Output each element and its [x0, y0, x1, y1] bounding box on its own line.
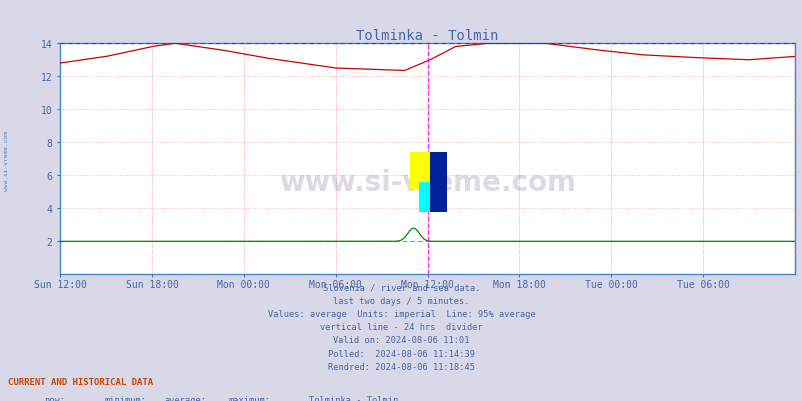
Text: Rendred: 2024-08-06 11:18:45: Rendred: 2024-08-06 11:18:45 [327, 362, 475, 371]
Text: vertical line - 24 hrs  divider: vertical line - 24 hrs divider [320, 322, 482, 331]
Text: www.si-vreme.com: www.si-vreme.com [279, 168, 575, 196]
Text: minimum:: minimum: [104, 395, 146, 401]
Text: Valid on: 2024-08-06 11:01: Valid on: 2024-08-06 11:01 [333, 336, 469, 344]
Text: CURRENT AND HISTORICAL DATA: CURRENT AND HISTORICAL DATA [8, 377, 153, 386]
Text: maximum:: maximum: [229, 395, 270, 401]
Bar [418, 182, 436, 212]
Bar [430, 153, 446, 212]
Text: Slovenia / river and sea data.: Slovenia / river and sea data. [322, 283, 480, 292]
Text: average:: average: [164, 395, 206, 401]
Text: Polled:  2024-08-06 11:14:39: Polled: 2024-08-06 11:14:39 [327, 349, 475, 358]
Text: last two days / 5 minutes.: last two days / 5 minutes. [333, 296, 469, 305]
Text: Tolminka - Tolmin: Tolminka - Tolmin [309, 395, 398, 401]
Text: www.si-vreme.com: www.si-vreme.com [4, 130, 9, 190]
Text: Values: average  Units: imperial  Line: 95% average: Values: average Units: imperial Line: 95… [267, 309, 535, 318]
Text: now:: now: [44, 395, 65, 401]
Title: Tolminka - Tolmin: Tolminka - Tolmin [356, 29, 498, 43]
Bar [409, 153, 432, 189]
